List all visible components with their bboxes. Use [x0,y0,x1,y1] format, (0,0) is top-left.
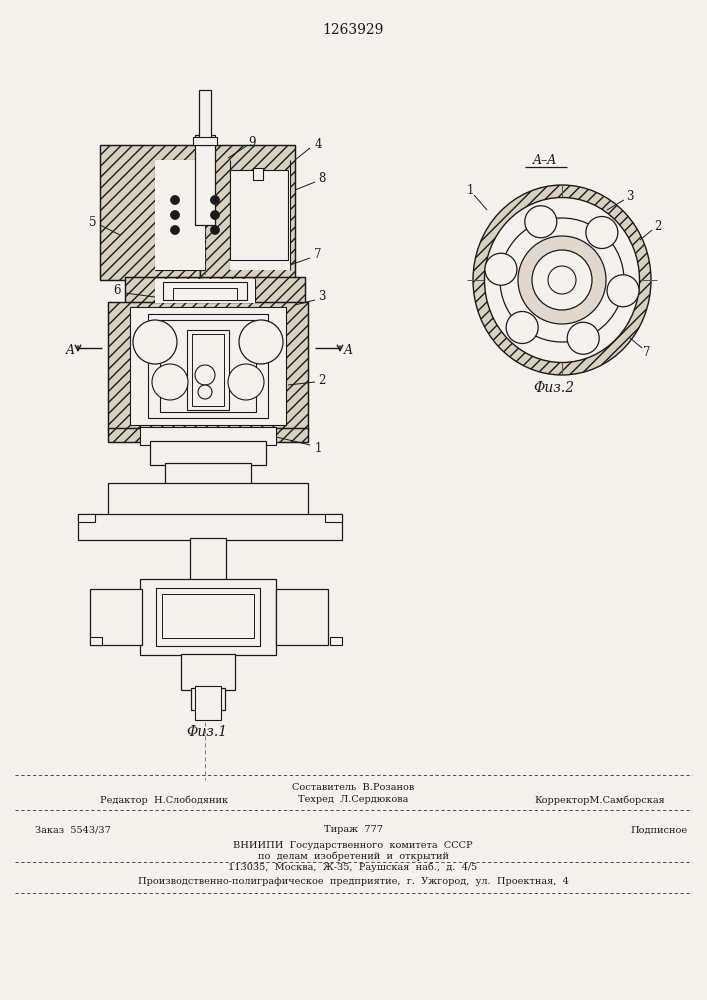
Polygon shape [330,637,342,645]
Text: Техред  Л.Сердюкова: Техред Л.Сердюкова [298,796,408,804]
Bar [187,330,229,410]
Bar [140,427,276,445]
Bar [90,589,142,645]
Text: Составитель  В.Розанов: Составитель В.Розанов [292,782,414,792]
Polygon shape [78,514,95,522]
Text: Подписное: Подписное [630,826,687,834]
Text: ВНИИПИ  Государственного  комитета  СССР: ВНИИПИ Государственного комитета СССР [233,840,473,850]
Bar [162,594,254,638]
Circle shape [500,218,624,342]
Ellipse shape [484,198,640,362]
Bar [173,288,237,300]
Text: A–A: A–A [533,153,557,166]
Text: Редактор  Н.Слободяник: Редактор Н.Слободяник [100,795,228,805]
Text: 4: 4 [314,138,322,151]
Circle shape [567,322,600,354]
Bar [195,686,221,720]
Bar [195,135,215,225]
Text: 6: 6 [113,284,121,296]
Bar [108,428,308,442]
Circle shape [506,311,538,343]
Bar [125,277,305,305]
Text: A: A [66,344,74,357]
Text: 8: 8 [318,172,326,186]
Text: 7: 7 [314,248,322,261]
Polygon shape [325,514,342,522]
Circle shape [170,196,180,205]
Text: 2: 2 [654,221,662,233]
Text: 9: 9 [248,135,256,148]
Bar [140,579,276,655]
Circle shape [170,226,180,234]
Bar [191,688,225,710]
Circle shape [607,275,639,307]
Bar [230,170,290,270]
Circle shape [228,364,264,400]
Bar [130,307,286,425]
Bar [150,441,266,465]
Bar [108,302,308,430]
Bar [155,160,205,270]
Circle shape [195,365,215,385]
Polygon shape [90,637,102,645]
Bar [165,463,251,485]
Bar [155,279,255,303]
Bar [78,514,342,540]
Text: Φuз.1: Φuз.1 [187,725,228,739]
Circle shape [532,250,592,310]
Bar [200,145,295,280]
Bar [253,168,263,180]
Bar [230,170,288,260]
Circle shape [198,385,212,399]
Bar [190,538,226,580]
Text: Производственно-полиграфическое  предприятие,  г.  Ужгород,  ул.  Проектная,  4: Производственно-полиграфическое предприя… [138,878,568,886]
Bar [130,307,286,425]
Text: Φuз.2: Φuз.2 [534,381,575,395]
Bar [181,654,235,690]
Bar [100,145,200,280]
Polygon shape [191,678,196,710]
Text: 1: 1 [467,184,474,198]
Bar [193,137,217,145]
Bar [108,302,308,430]
Ellipse shape [473,185,651,375]
Circle shape [211,196,219,205]
Text: по  делам  изобретений  и  открытий: по делам изобретений и открытий [257,851,448,861]
Circle shape [239,320,283,364]
Circle shape [548,266,576,294]
Text: 1: 1 [315,442,322,454]
Bar [199,90,211,145]
Text: 113035,  Москва,  Ж-35,  Раушская  наб.,  д.  4/5: 113035, Москва, Ж-35, Раушская наб., д. … [228,862,478,872]
Circle shape [586,217,618,249]
Text: 7: 7 [643,346,650,359]
Text: 1263929: 1263929 [322,23,384,37]
Bar [160,320,256,412]
Bar [148,314,268,418]
Bar [200,145,295,280]
Bar [108,428,308,442]
Bar [192,334,224,406]
Text: Тираж  777: Тираж 777 [324,826,382,834]
Text: 5: 5 [89,216,97,229]
Text: 2: 2 [318,373,326,386]
Text: 3: 3 [318,290,326,304]
Circle shape [170,211,180,220]
Circle shape [152,364,188,400]
Bar [108,483,308,515]
Bar [156,588,260,646]
Circle shape [518,236,606,324]
Bar [125,277,305,305]
Bar [276,589,328,645]
Text: КорректорМ.Самборская: КорректорМ.Самборская [534,795,665,805]
Circle shape [211,226,219,234]
Circle shape [211,211,219,220]
Text: Заказ  5543/37: Заказ 5543/37 [35,826,111,834]
Circle shape [485,253,517,285]
Bar [100,145,200,280]
Circle shape [525,206,557,238]
Circle shape [133,320,177,364]
Bar [163,282,247,300]
Text: A: A [344,344,353,357]
Text: 3: 3 [626,190,633,204]
